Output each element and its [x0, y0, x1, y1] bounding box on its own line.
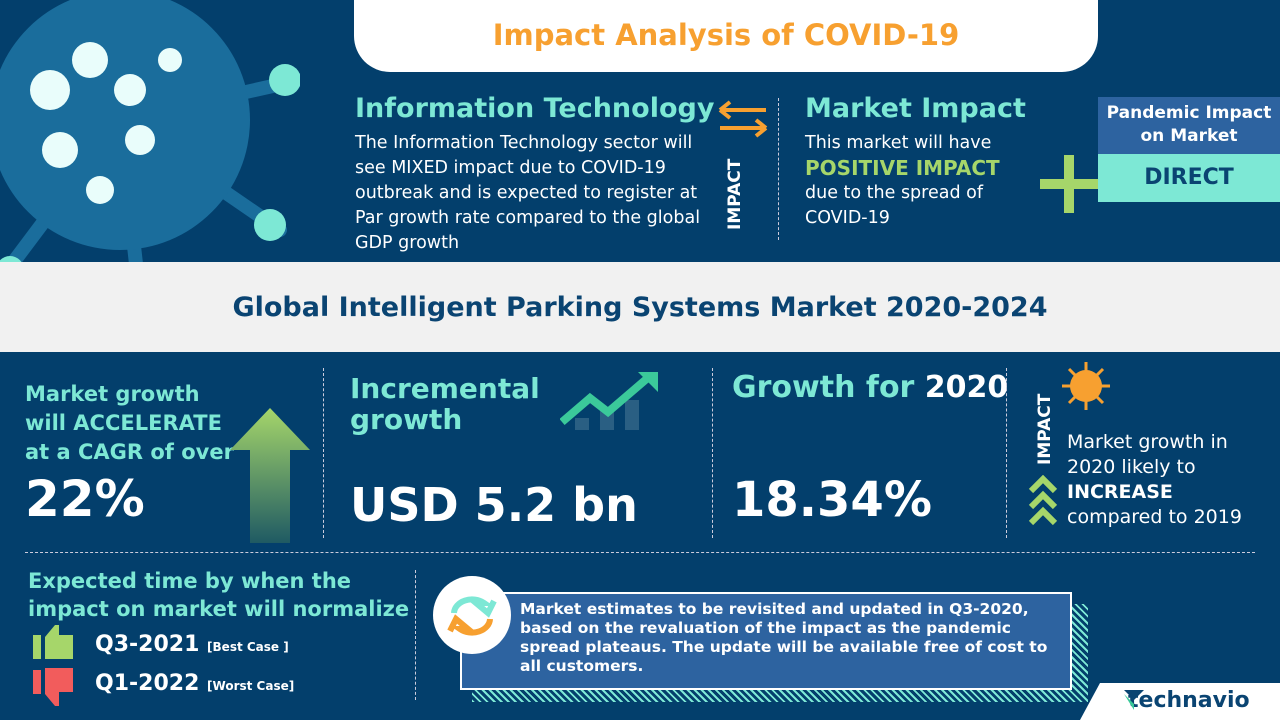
cagr-value: 22% — [25, 470, 145, 528]
impact-2020-label: IMPACT — [1035, 393, 1055, 465]
technavio-logo-icon — [1124, 690, 1144, 710]
pandemic-impact-value: DIRECT — [1098, 154, 1280, 202]
sector-text: The Information Technology sector will s… — [355, 133, 701, 253]
thumbs-up-icon — [33, 625, 73, 659]
positive-impact-badge: POSITIVE IMPACT — [805, 156, 1000, 180]
thumbs-down-icon — [33, 668, 73, 706]
plus-icon — [1040, 155, 1098, 213]
market-title: Global Intelligent Parking Systems Marke… — [0, 262, 1280, 352]
refresh-icon — [433, 576, 511, 654]
cagr-text: Market growth will ACCELERATE at a CAGR … — [25, 382, 234, 464]
market-impact-line1: This market will have — [805, 133, 992, 153]
virus-illustration-icon — [0, 0, 300, 300]
growth-2020-label: Growth for 2020 — [732, 370, 1009, 405]
best-case: Q3-2021 [Best Case ] — [95, 632, 289, 657]
growth-2020-value: 18.34% — [732, 472, 932, 528]
impact-2020-line1: Market growth in 2020 likely to — [1067, 431, 1228, 478]
market-impact-heading: Market Impact — [805, 93, 1026, 124]
market-impact-line2: due to the spread of COVID-19 — [805, 183, 984, 228]
technavio-logo: technavio — [1080, 683, 1280, 720]
chevrons-up-icon — [1028, 475, 1058, 526]
growth-trend-icon — [560, 372, 658, 430]
sun-virus-icon — [1062, 362, 1110, 410]
impact-vertical-label: IMPACT — [725, 158, 745, 230]
normalize-heading: Expected time by when the impact on mark… — [28, 569, 410, 621]
pandemic-impact-label: Pandemic Impact on Market — [1098, 97, 1280, 154]
update-note: Market estimates to be revisited and upd… — [460, 592, 1072, 690]
incremental-label: Incremental growth — [350, 372, 540, 436]
worst-case: Q1-2022 [Worst Case] — [95, 671, 295, 696]
exchange-arrows-icon — [718, 100, 768, 138]
increase-badge: INCREASE — [1067, 481, 1173, 503]
up-arrow-icon — [230, 408, 310, 543]
incremental-value: USD 5.2 bn — [350, 478, 638, 532]
page-title: Impact Analysis of COVID-19 — [354, 0, 1098, 72]
impact-2020-line2: compared to 2019 — [1067, 506, 1242, 528]
sector-heading: Information Technology — [355, 93, 715, 124]
